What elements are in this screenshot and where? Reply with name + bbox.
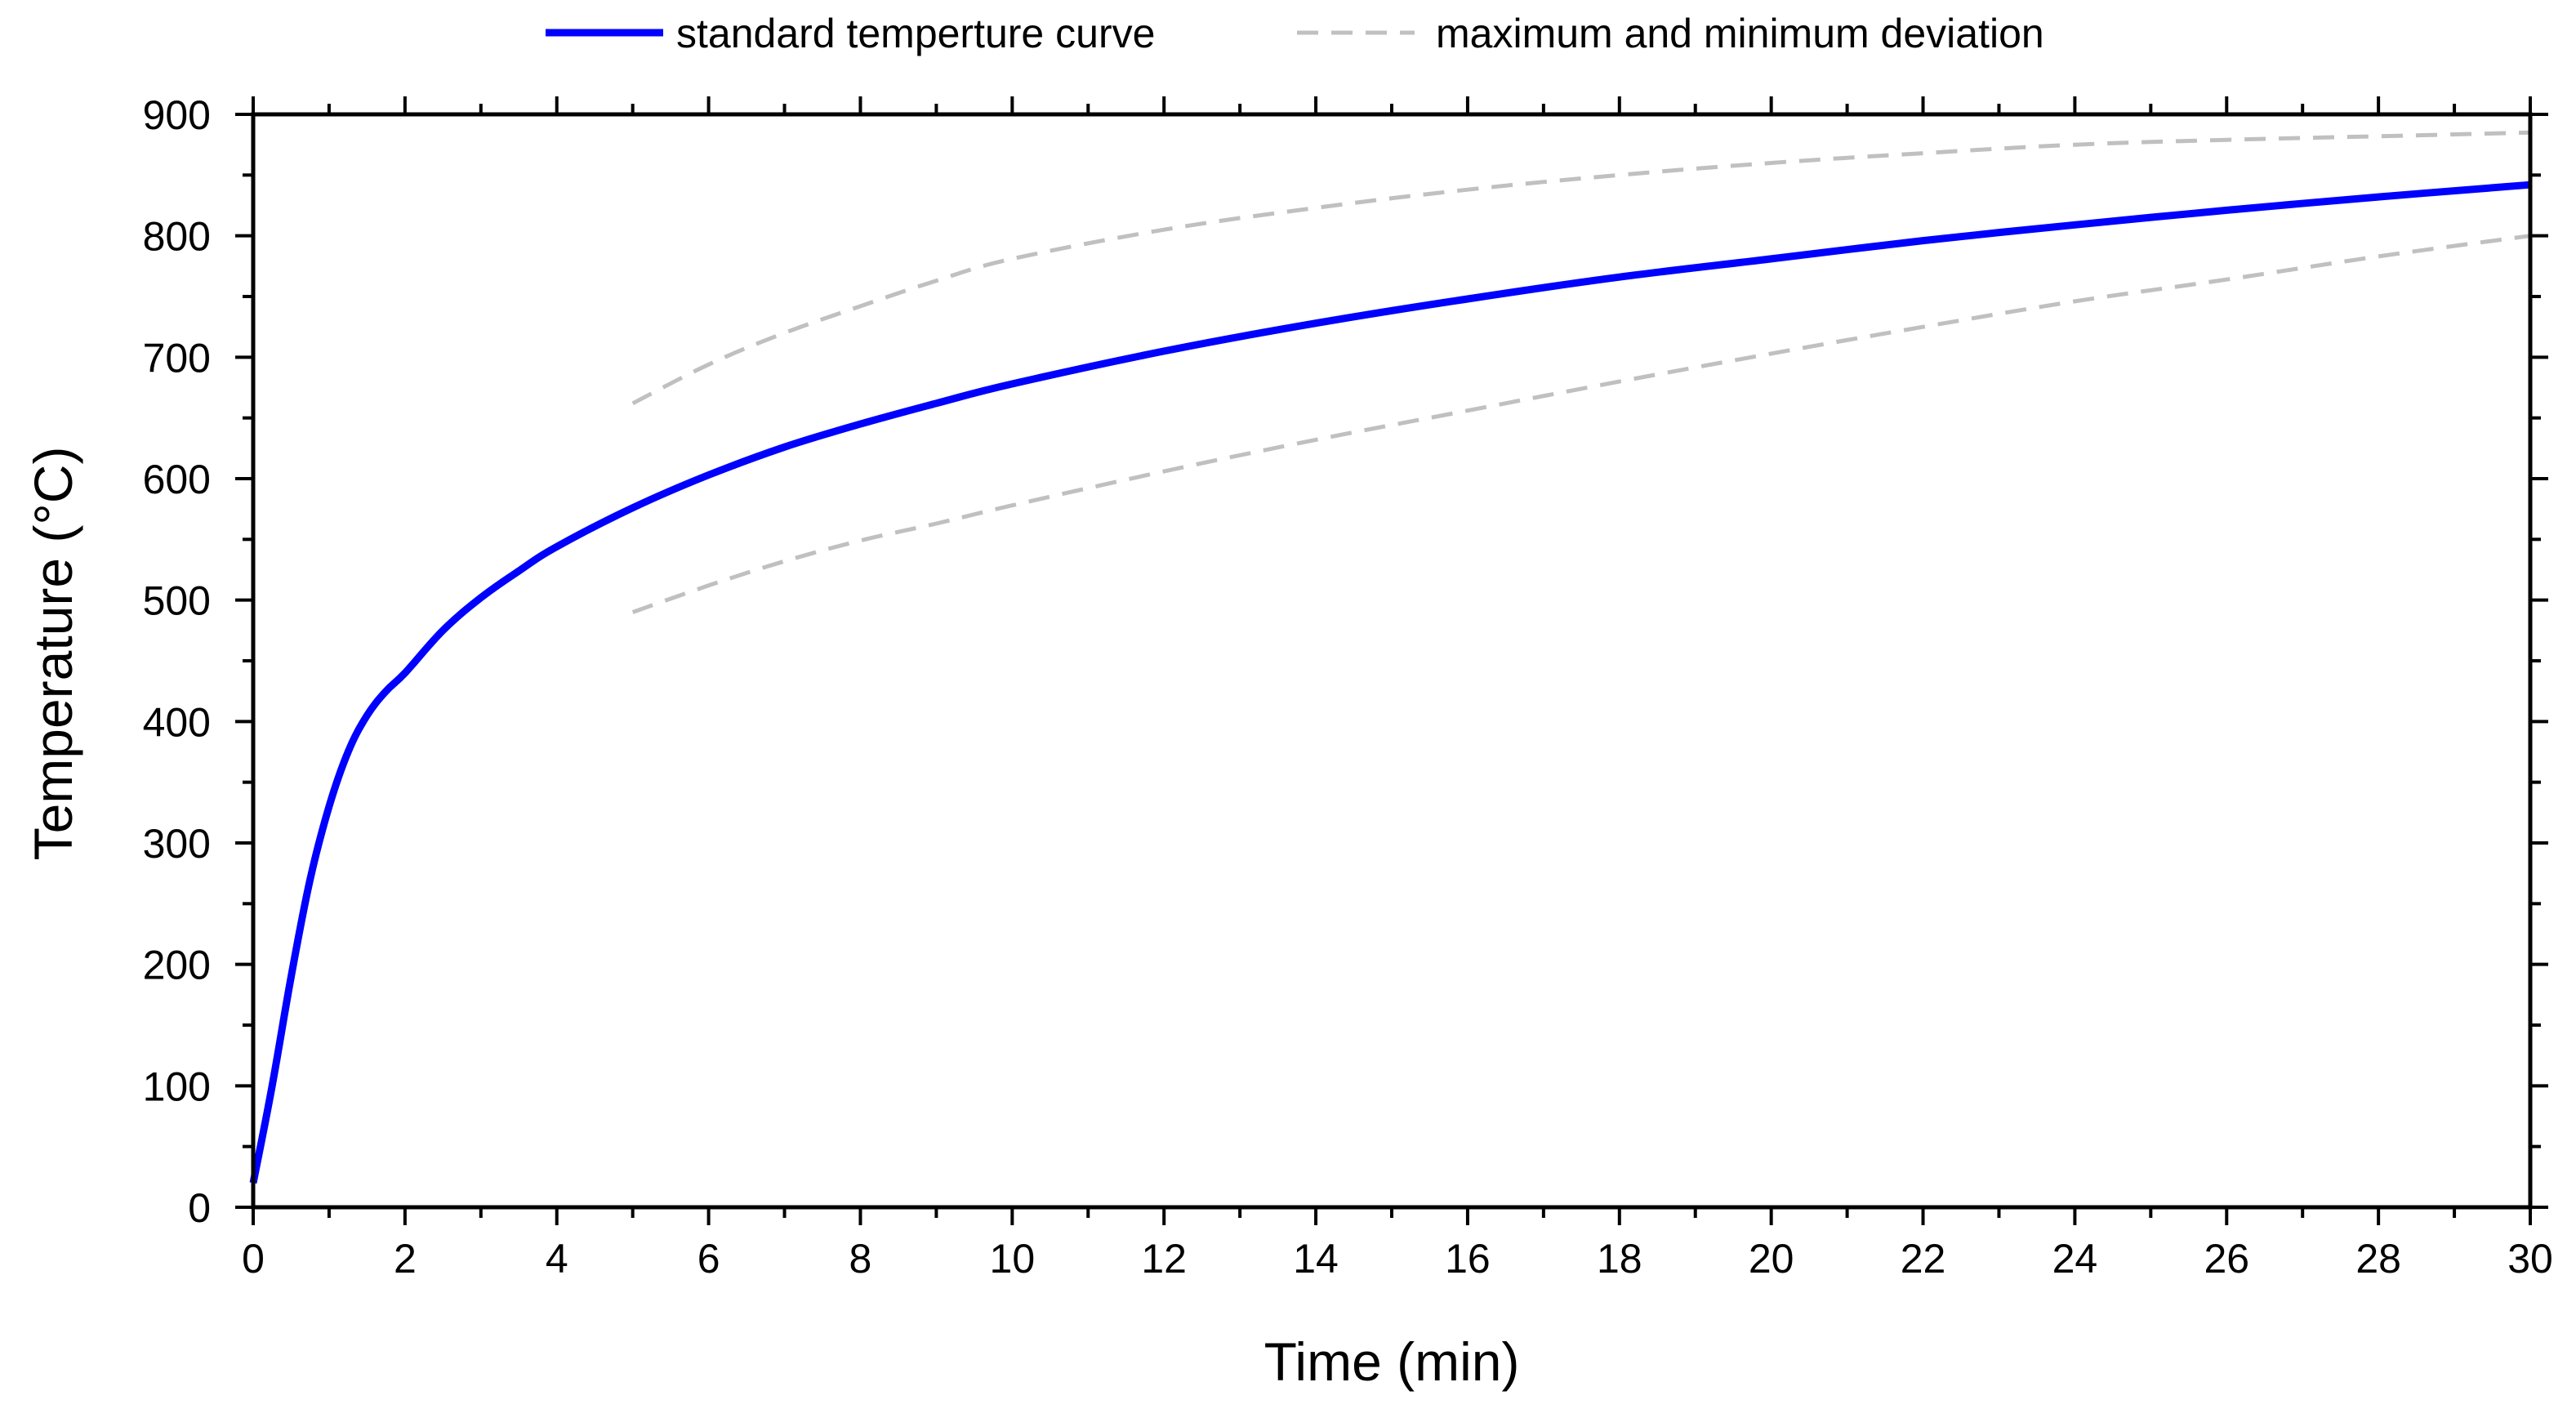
y-tick-label: 0 [188, 1185, 211, 1231]
y-tick-label: 800 [143, 214, 211, 260]
legend-label-deviation: maximum and minimum deviation [1436, 11, 2044, 56]
x-tick-label: 6 [697, 1236, 720, 1282]
legend-label-standard: standard temperture curve [676, 11, 1155, 56]
x-tick-label: 12 [1141, 1236, 1187, 1282]
series-line-minimum-deviation [631, 234, 2531, 614]
legend: standard temperture curve maximum and mi… [546, 11, 2044, 56]
x-tick-label: 2 [394, 1236, 417, 1282]
x-tick-label: 18 [1597, 1236, 1642, 1282]
x-tick-label: 26 [2204, 1236, 2249, 1282]
series-line-standard [249, 181, 2531, 1184]
tick-label-layer: 0 2 4 6 8 10 12 14 16 18 20 22 24 26 28 300100200300400… [143, 92, 2553, 1282]
y-tick-label: 700 [143, 335, 211, 381]
x-tick-label: 8 [849, 1236, 872, 1282]
y-tick-label: 500 [143, 578, 211, 624]
x-tick-label: 14 [1293, 1236, 1339, 1282]
y-tick-label: 600 [143, 457, 211, 502]
y-tick-label: 400 [143, 699, 211, 745]
x-tick-label: 20 [1749, 1236, 1794, 1282]
x-tick-label: 0 [242, 1236, 265, 1282]
x-tick-label: 16 [1445, 1236, 1491, 1282]
axis-layer [235, 96, 2548, 1225]
x-tick-label: 28 [2355, 1236, 2401, 1282]
x-tick-label: 22 [1901, 1236, 1946, 1282]
y-tick-label: 900 [143, 92, 211, 138]
y-tick-label: 200 [143, 943, 211, 988]
x-axis-title: Time (min) [1264, 1331, 1520, 1392]
x-tick-label: 24 [2052, 1236, 2098, 1282]
y-tick-label: 300 [143, 821, 211, 867]
x-tick-label: 4 [546, 1236, 568, 1282]
series-line-maximum-deviation [631, 130, 2531, 406]
x-tick-label: 30 [2507, 1236, 2553, 1282]
y-tick-label: 100 [143, 1063, 211, 1109]
x-tick-label: 10 [990, 1236, 1036, 1282]
y-axis-title: Temperature (°C) [23, 447, 83, 861]
series-layer [249, 130, 2531, 1184]
